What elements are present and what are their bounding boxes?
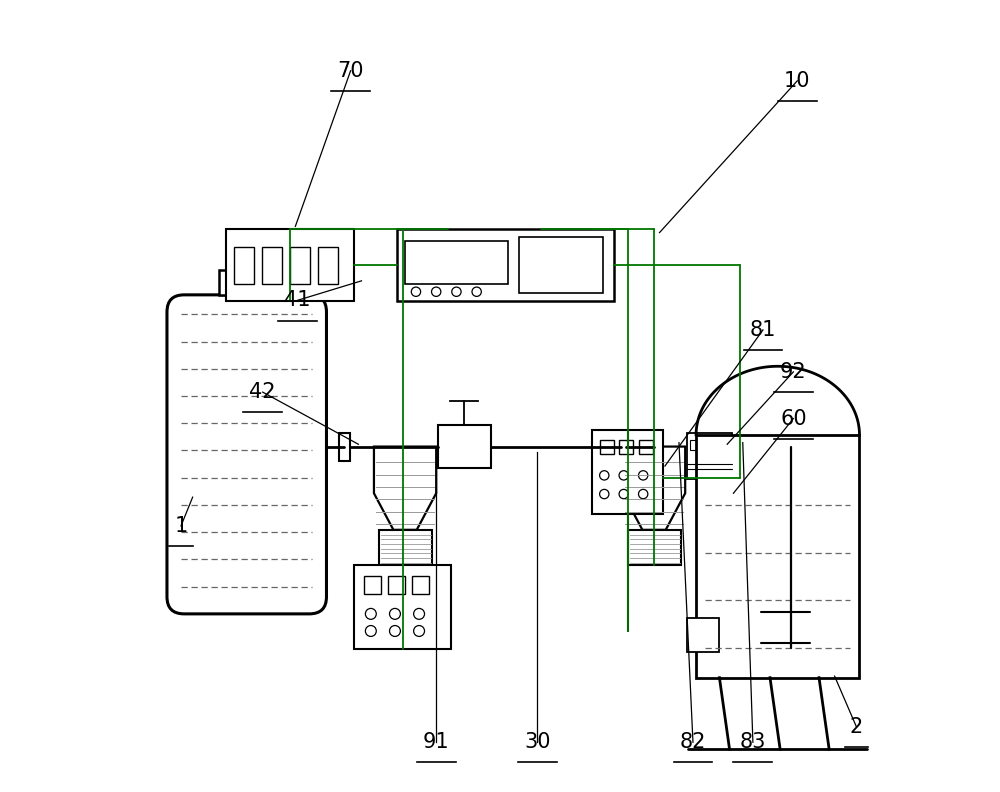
Bar [290,246,310,284]
Bar [519,238,603,293]
Text: 70: 70 [337,61,364,81]
Bar [592,430,663,514]
Bar [639,440,653,455]
Text: 91: 91 [423,733,450,752]
Bar [619,440,633,455]
Bar [628,530,681,565]
Text: 41: 41 [284,291,311,310]
Bar [219,270,274,295]
Text: 81: 81 [750,320,776,340]
Text: 92: 92 [780,362,807,382]
Bar [687,432,732,479]
Bar [690,440,698,451]
Bar [687,618,719,652]
Text: 60: 60 [780,409,807,428]
Bar [397,230,614,301]
Polygon shape [623,447,685,530]
Bar [713,440,722,451]
Bar [262,246,282,284]
Text: 30: 30 [524,733,551,752]
Bar [364,576,381,595]
Bar [600,440,614,455]
Text: 83: 83 [740,733,766,752]
Bar [412,576,429,595]
Text: 42: 42 [249,383,276,402]
Bar [615,432,626,461]
Bar [696,435,859,678]
FancyBboxPatch shape [167,295,326,614]
Bar [318,246,338,284]
Bar [379,530,432,565]
Bar [702,440,710,451]
Text: 10: 10 [784,71,810,91]
Bar [226,230,354,301]
Text: 2: 2 [850,717,863,737]
Bar [388,576,405,595]
Polygon shape [374,447,436,530]
Text: 1: 1 [174,516,188,536]
Bar [234,246,254,284]
Bar [438,425,491,468]
Bar [339,432,350,461]
Bar [354,565,451,649]
Bar [405,241,508,284]
Text: 82: 82 [680,733,706,752]
